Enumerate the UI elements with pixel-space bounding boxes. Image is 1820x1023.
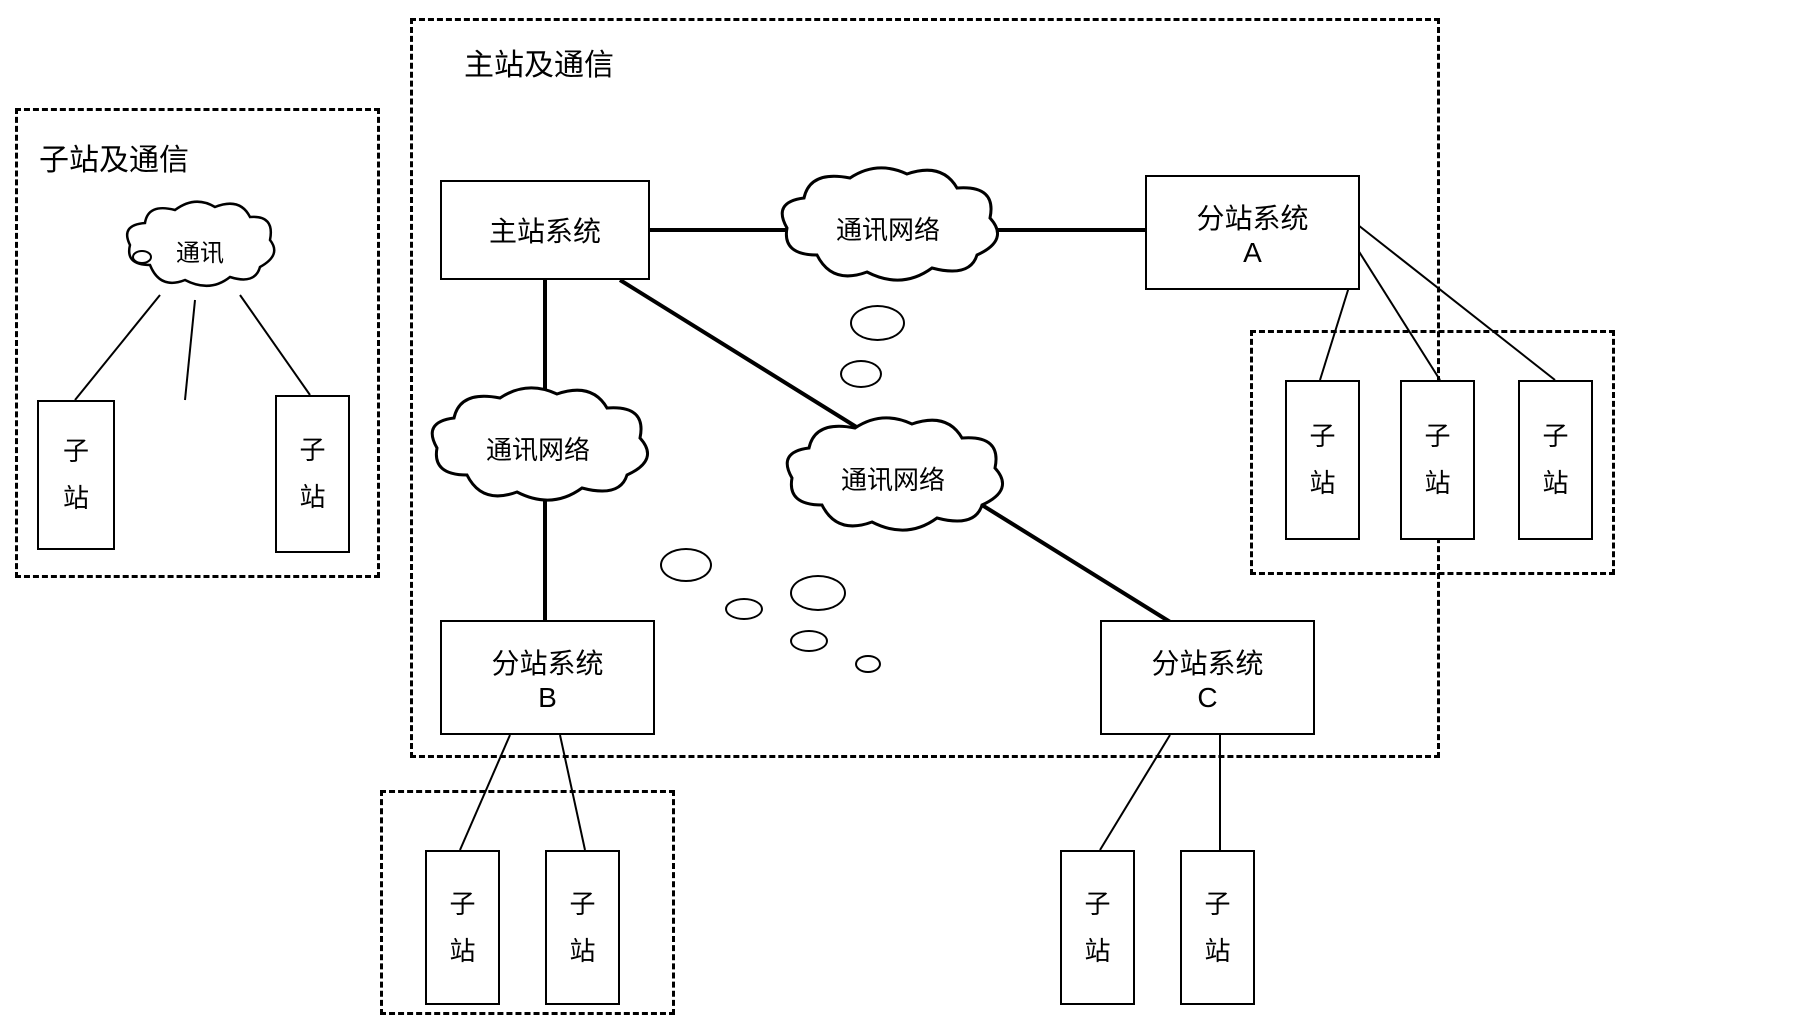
a-sub2-l1: 子 <box>1424 413 1450 460</box>
b-sub2-l2: 站 <box>569 928 595 975</box>
left-sub2-l1: 子 <box>299 427 325 474</box>
cloud-left-label: 通讯 <box>120 233 280 268</box>
c-sub1-node: 子 站 <box>1060 850 1135 1005</box>
a-sub3-l2: 站 <box>1542 460 1568 507</box>
b-sub2-l1: 子 <box>569 881 595 928</box>
b-sub1-node: 子 站 <box>425 850 500 1005</box>
a-sub1-l1: 子 <box>1309 413 1335 460</box>
c-sub1-l2: 站 <box>1084 928 1110 975</box>
b-sub2-node: 子 站 <box>545 850 620 1005</box>
thought-bubble <box>850 305 905 341</box>
a-sub1-node: 子 站 <box>1285 380 1360 540</box>
c-sub2-l1: 子 <box>1204 881 1230 928</box>
station-c-label2: C <box>1197 682 1217 714</box>
c-sub2-l2: 站 <box>1204 928 1230 975</box>
a-sub3-node: 子 站 <box>1518 380 1593 540</box>
thought-bubble <box>840 360 882 388</box>
thought-bubble <box>790 575 846 611</box>
left-sub1-node: 子 站 <box>37 400 115 550</box>
left-sub2-node: 子 站 <box>275 395 350 553</box>
left-sub1-l2: 站 <box>63 475 89 522</box>
station-a-node: 分站系统 A <box>1145 175 1360 290</box>
c-sub1-l1: 子 <box>1084 881 1110 928</box>
a-sub1-l2: 站 <box>1309 460 1335 507</box>
cloud-top-label: 通讯网络 <box>808 210 968 247</box>
a-sub3-l1: 子 <box>1542 413 1568 460</box>
master-label: 主站系统 <box>489 210 601 250</box>
master-node: 主站系统 <box>440 180 650 280</box>
diagram-canvas: 主站及通信 子站及通信 通讯 通讯网络 通讯网络 通讯网络 <box>0 0 1820 1023</box>
b-sub1-l2: 站 <box>449 928 475 975</box>
thought-bubble <box>725 598 763 620</box>
b-sub1-l1: 子 <box>449 881 475 928</box>
thought-bubble <box>855 655 881 673</box>
station-c-label1: 分站系统 <box>1151 642 1263 682</box>
cloud-mid-right-label: 通讯网络 <box>813 460 973 497</box>
station-a-label2: A <box>1243 237 1262 269</box>
a-sub2-l2: 站 <box>1424 460 1450 507</box>
station-c-node: 分站系统 C <box>1100 620 1315 735</box>
station-b-node: 分站系统 B <box>440 620 655 735</box>
left-sub-frame-title: 子站及通信 <box>35 135 193 179</box>
c-sub2-node: 子 站 <box>1180 850 1255 1005</box>
cloud-mid-left-label: 通讯网络 <box>458 430 618 467</box>
thought-bubble <box>790 630 828 652</box>
thought-bubble <box>660 548 712 582</box>
left-sub2-l2: 站 <box>299 474 325 521</box>
station-b-label1: 分站系统 <box>491 642 603 682</box>
station-a-label1: 分站系统 <box>1196 197 1308 237</box>
a-sub2-node: 子 站 <box>1400 380 1475 540</box>
main-frame-title: 主站及通信 <box>460 40 618 84</box>
left-sub1-l1: 子 <box>63 428 89 475</box>
station-b-label2: B <box>538 682 557 714</box>
